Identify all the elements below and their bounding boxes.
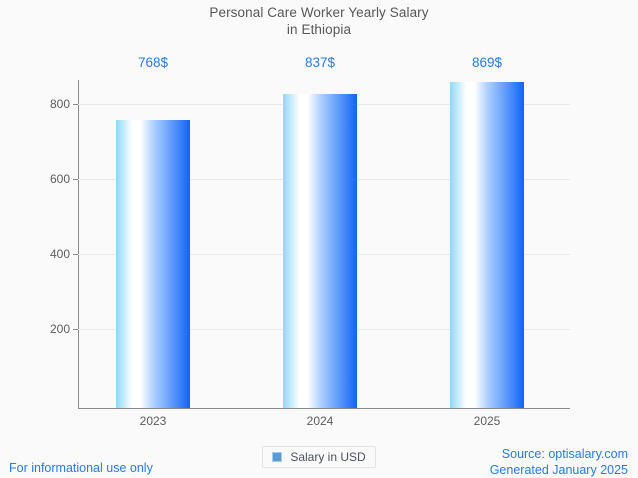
x-tick-label-2025: 2025 bbox=[473, 414, 501, 428]
legend-item-salary-in-usd[interactable]: Salary in USD bbox=[262, 446, 376, 468]
bar-2024[interactable] bbox=[283, 94, 357, 408]
bar-value-label-2025: 869$ bbox=[471, 55, 503, 70]
bar-value-label-2023: 768$ bbox=[137, 55, 169, 70]
y-axis-line bbox=[78, 80, 79, 409]
chart-title-line-2: in Ethiopia bbox=[286, 22, 352, 37]
page-title: Personal Care Worker Yearly Salary in Et… bbox=[0, 4, 638, 38]
x-tick-label-2023: 2023 bbox=[139, 414, 167, 428]
y-tick-mark-600 bbox=[73, 179, 78, 180]
y-tick-label-600: 600 bbox=[49, 172, 70, 186]
bar-2025[interactable] bbox=[450, 82, 524, 408]
disclaimer-text: For informational use only bbox=[9, 461, 153, 475]
bar-value-label-2024: 837$ bbox=[304, 55, 336, 70]
source-label: Source: optisalary.com bbox=[501, 447, 628, 461]
source-attribution: Source: optisalary.com Generated January… bbox=[490, 446, 628, 478]
bar-2023[interactable] bbox=[116, 120, 190, 408]
y-tick-mark-800 bbox=[73, 104, 78, 105]
y-tick-label-800: 800 bbox=[49, 97, 70, 111]
legend-item-label: Salary in USD bbox=[290, 450, 366, 464]
y-tick-label-200: 200 bbox=[49, 322, 70, 336]
x-tick-label-2024: 2024 bbox=[306, 414, 334, 428]
plot-area bbox=[73, 80, 570, 408]
chart-title-line-1: Personal Care Worker Yearly Salary bbox=[209, 5, 429, 20]
x-axis-line bbox=[78, 408, 570, 409]
legend-swatch-icon bbox=[272, 452, 283, 462]
y-tick-label-400: 400 bbox=[49, 247, 70, 261]
generated-label: Generated January 2025 bbox=[489, 463, 628, 477]
y-tick-mark-400 bbox=[73, 254, 78, 255]
legend: Salary in USD bbox=[0, 446, 638, 468]
y-tick-mark-200 bbox=[73, 329, 78, 330]
